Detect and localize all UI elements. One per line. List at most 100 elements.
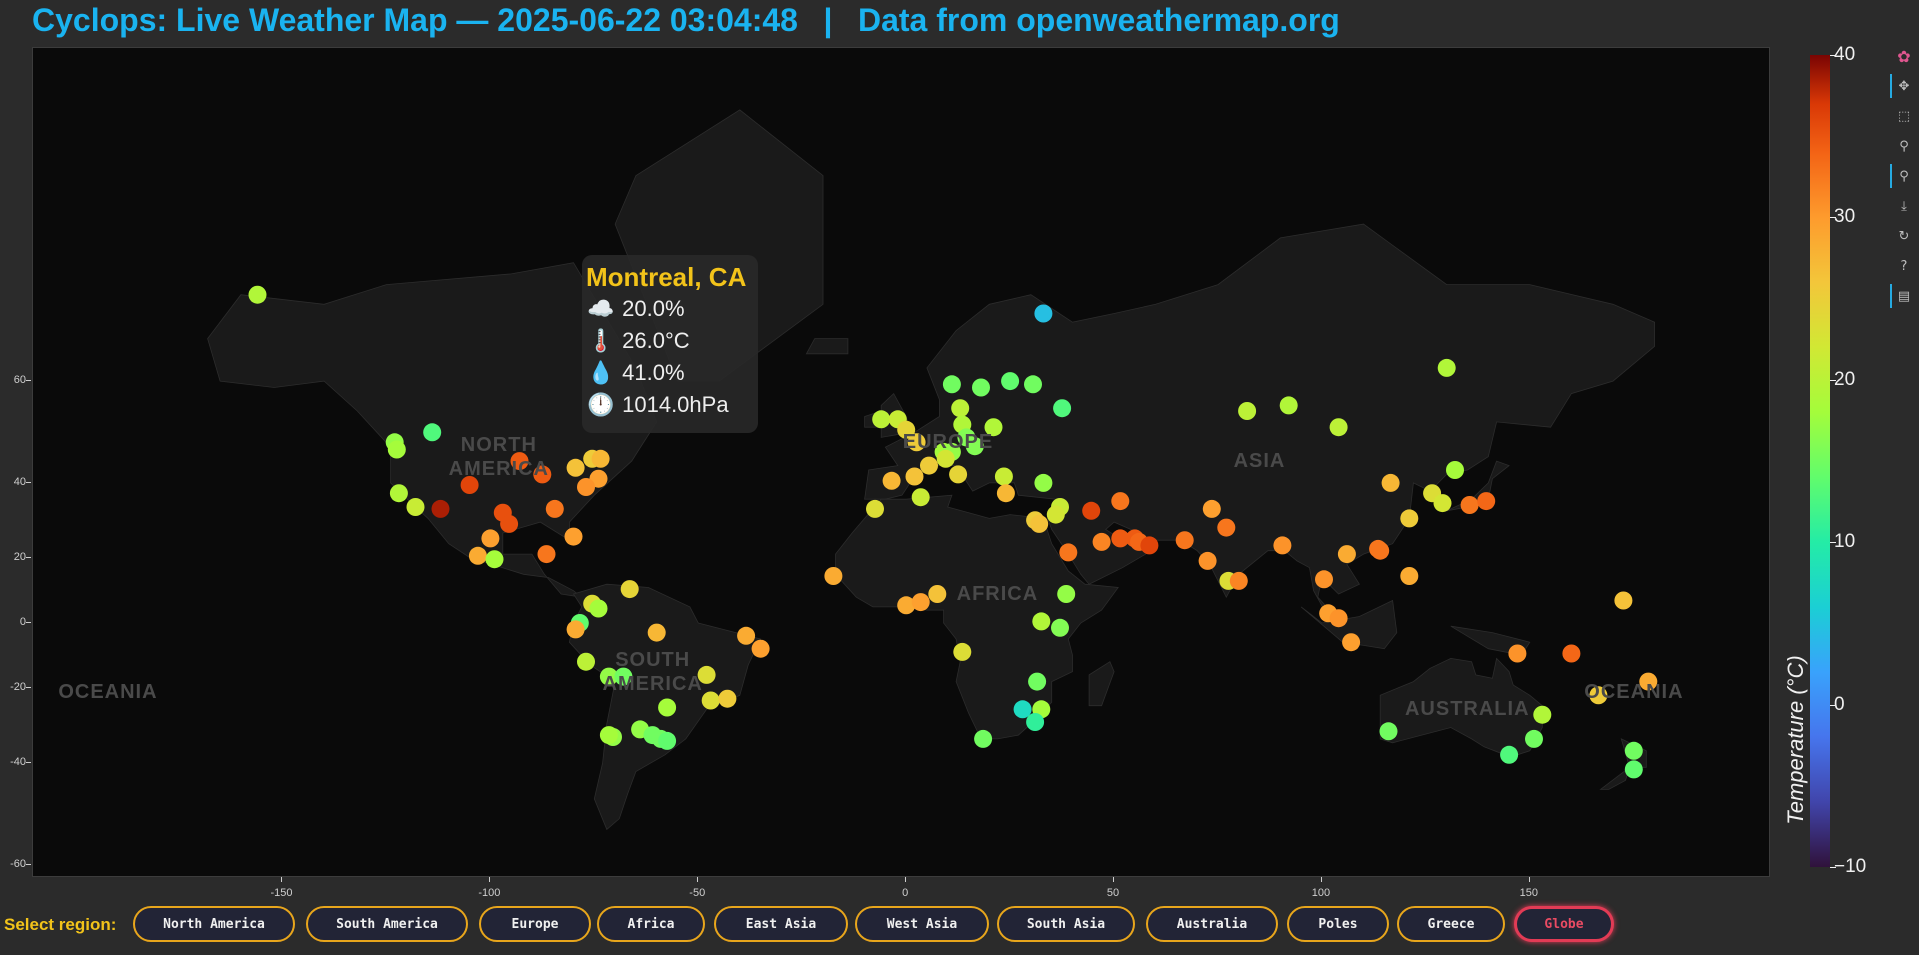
city-point[interactable] (1202, 499, 1221, 518)
city-point[interactable] (1533, 705, 1552, 724)
city-point[interactable] (566, 620, 585, 639)
city-point[interactable] (866, 499, 884, 518)
city-point[interactable] (564, 527, 583, 546)
city-point[interactable] (1477, 492, 1496, 511)
help-icon[interactable]: ? (1900, 258, 1908, 274)
city-point[interactable] (737, 626, 756, 645)
city-point[interactable] (406, 498, 425, 516)
city-point[interactable] (1460, 496, 1479, 514)
city-point[interactable] (658, 698, 677, 717)
city-point[interactable] (248, 285, 267, 304)
city-point[interactable] (1082, 501, 1101, 520)
city-point[interactable] (387, 440, 406, 459)
city-point[interactable] (1034, 304, 1053, 323)
city-point[interactable] (907, 433, 926, 452)
city-point[interactable] (1329, 609, 1348, 628)
city-point[interactable] (1238, 402, 1257, 420)
city-point[interactable] (953, 642, 972, 661)
city-point[interactable] (994, 467, 1013, 486)
city-point[interactable] (897, 596, 916, 615)
city-point[interactable] (1111, 492, 1130, 511)
city-point[interactable] (1229, 571, 1248, 590)
city-point[interactable] (1111, 529, 1130, 548)
city-point[interactable] (1273, 536, 1292, 555)
city-point[interactable] (647, 623, 666, 642)
city-point[interactable] (1013, 700, 1032, 719)
city-point[interactable] (1053, 399, 1072, 418)
region-button-north-america[interactable]: North America (133, 906, 295, 942)
city-point[interactable] (1140, 536, 1159, 555)
city-point[interactable] (389, 484, 408, 503)
city-point[interactable] (537, 545, 556, 564)
city-point[interactable] (1614, 591, 1633, 610)
city-point[interactable] (1175, 531, 1194, 550)
city-point[interactable] (1034, 473, 1053, 492)
city-point[interactable] (1024, 375, 1042, 394)
city-point[interactable] (911, 593, 930, 612)
city-point[interactable] (1059, 543, 1078, 562)
city-point[interactable] (1437, 358, 1456, 377)
region-button-australia[interactable]: Australia (1146, 906, 1278, 942)
city-point[interactable] (701, 691, 720, 710)
city-point[interactable] (1400, 509, 1419, 528)
city-point[interactable] (1371, 541, 1390, 560)
region-button-east-asia[interactable]: East Asia (714, 906, 848, 942)
city-point[interactable] (1329, 418, 1348, 437)
city-point[interactable] (1198, 551, 1217, 570)
city-point[interactable] (599, 726, 618, 745)
city-point[interactable] (589, 599, 608, 618)
city-point[interactable] (1092, 532, 1111, 551)
city-point[interactable] (614, 667, 633, 686)
region-button-west-asia[interactable]: West Asia (855, 906, 989, 942)
city-point[interactable] (566, 458, 585, 477)
city-point[interactable] (485, 550, 504, 569)
city-point[interactable] (1279, 396, 1298, 415)
city-point[interactable] (984, 418, 1003, 437)
city-point[interactable] (1342, 633, 1361, 652)
city-point[interactable] (897, 420, 916, 439)
tooltip-icon[interactable]: ▤ (1890, 284, 1916, 308)
region-button-africa[interactable]: Africa (597, 906, 705, 942)
city-point[interactable] (920, 456, 938, 475)
city-point[interactable] (1562, 644, 1581, 663)
city-point[interactable] (591, 449, 610, 468)
city-point[interactable] (1337, 545, 1356, 564)
region-button-greece[interactable]: Greece (1397, 906, 1505, 942)
city-point[interactable] (1026, 713, 1045, 731)
hover-icon[interactable]: ⚲ (1890, 164, 1916, 188)
region-button-poles[interactable]: Poles (1287, 906, 1389, 942)
city-point[interactable] (1028, 672, 1047, 691)
city-point[interactable] (1379, 722, 1398, 741)
city-point[interactable] (911, 488, 930, 507)
city-point[interactable] (1001, 372, 1020, 391)
city-point[interactable] (599, 667, 618, 686)
city-point[interactable] (1315, 570, 1333, 589)
box-zoom-icon[interactable]: ⬚ (1897, 108, 1911, 124)
region-button-globe[interactable]: Globe (1514, 906, 1614, 942)
city-point[interactable] (1217, 518, 1236, 537)
city-point[interactable] (1051, 618, 1069, 637)
city-point[interactable] (905, 467, 924, 486)
city-point[interactable] (577, 652, 595, 671)
city-point[interactable] (1589, 686, 1608, 705)
region-button-south-asia[interactable]: South Asia (997, 906, 1135, 942)
city-point[interactable] (936, 449, 955, 468)
city-point[interactable] (1624, 741, 1643, 760)
bokeh-logo-icon[interactable]: ✿ (1897, 46, 1911, 66)
city-point[interactable] (1639, 672, 1658, 691)
region-button-europe[interactable]: Europe (479, 906, 591, 942)
city-point[interactable] (1032, 612, 1051, 631)
city-point[interactable] (949, 465, 968, 484)
city-point[interactable] (510, 452, 529, 471)
city-point[interactable] (577, 478, 595, 496)
city-point[interactable] (423, 423, 442, 442)
city-point[interactable] (974, 729, 993, 748)
pan-icon[interactable]: ✥ (1890, 74, 1916, 98)
city-point[interactable] (500, 514, 519, 533)
wheel-zoom-icon[interactable]: ⚲ (1899, 138, 1909, 154)
save-icon[interactable]: ⤓ (1901, 198, 1907, 214)
city-point[interactable] (824, 567, 843, 585)
city-point[interactable] (460, 476, 479, 494)
city-point[interactable] (972, 378, 990, 397)
region-button-south-america[interactable]: South America (306, 906, 468, 942)
